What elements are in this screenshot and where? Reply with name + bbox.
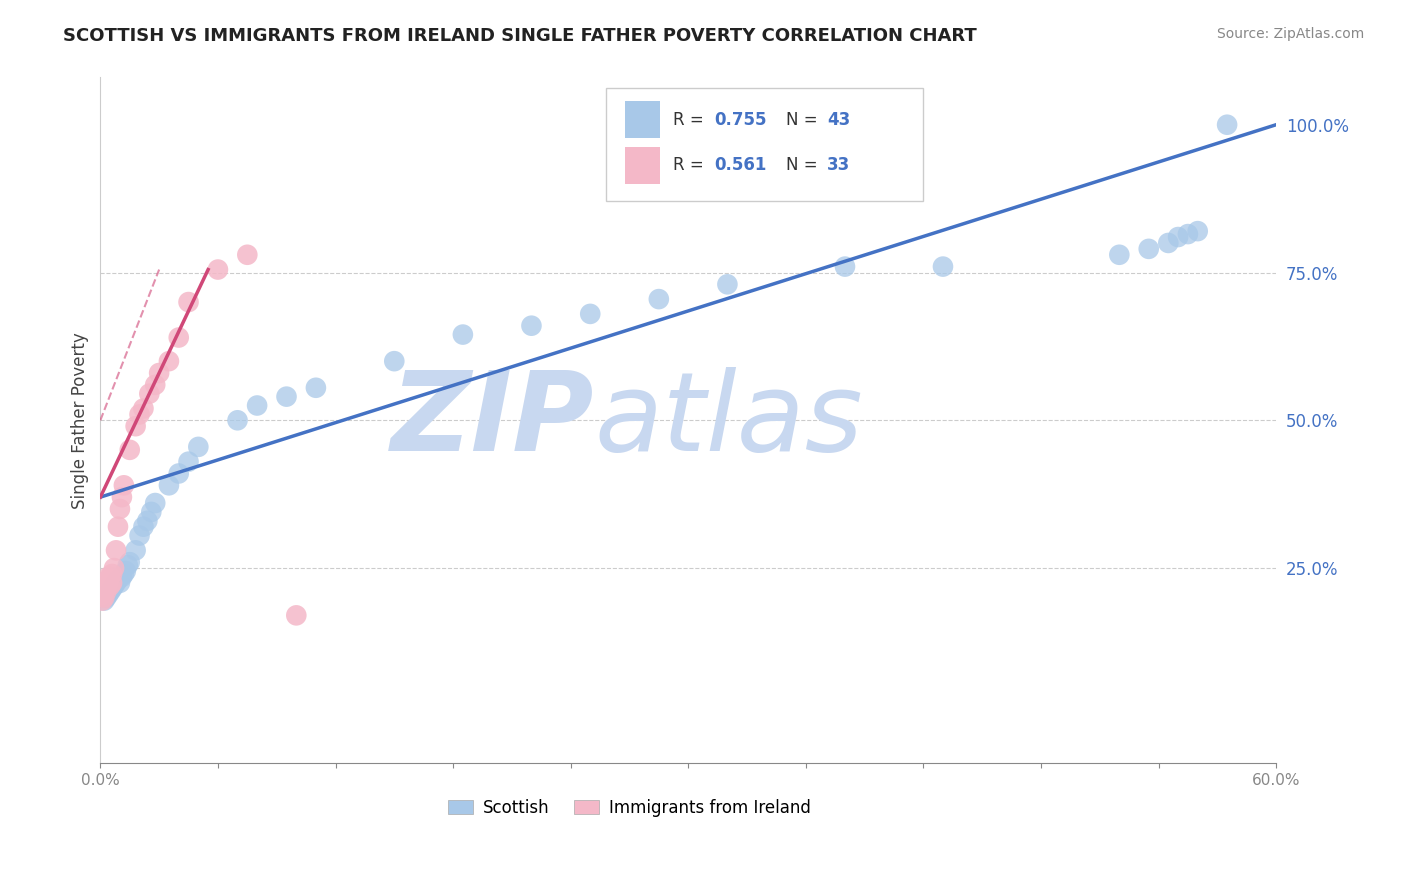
Point [236, 248, 259, 262]
Text: N =: N = [786, 156, 823, 174]
Point [226, 413, 249, 427]
Point [177, 455, 200, 469]
Point [834, 260, 856, 274]
Point [276, 390, 298, 404]
Point [1157, 235, 1180, 250]
Point [97, 575, 120, 590]
Point [1177, 227, 1199, 241]
Point [96, 584, 118, 599]
Point [136, 514, 159, 528]
Point [118, 442, 141, 457]
Point [103, 579, 125, 593]
Point [143, 377, 166, 392]
Point [112, 478, 135, 492]
Point [93, 591, 115, 605]
Text: 0.755: 0.755 [714, 111, 766, 129]
Point [101, 575, 124, 590]
Point [96, 579, 118, 593]
Point [138, 386, 160, 401]
FancyBboxPatch shape [606, 87, 924, 201]
Text: SCOTTISH VS IMMIGRANTS FROM IRELAND SINGLE FATHER POVERTY CORRELATION CHART: SCOTTISH VS IMMIGRANTS FROM IRELAND SING… [63, 27, 977, 45]
Point [177, 295, 200, 310]
Text: R =: R = [673, 156, 709, 174]
Point [114, 564, 136, 578]
Point [91, 593, 114, 607]
Point [1216, 118, 1239, 132]
Text: 43: 43 [827, 111, 851, 129]
Point [128, 528, 150, 542]
Text: ZIP: ZIP [391, 367, 595, 474]
Point [108, 502, 131, 516]
Point [382, 354, 405, 368]
Point [97, 570, 120, 584]
Point [101, 566, 124, 581]
Point [1187, 224, 1209, 238]
Point [111, 570, 134, 584]
Text: Source: ZipAtlas.com: Source: ZipAtlas.com [1216, 27, 1364, 41]
Point [579, 307, 602, 321]
Point [103, 561, 125, 575]
Text: R =: R = [673, 111, 709, 129]
Point [93, 584, 115, 599]
Legend: Scottish, Immigrants from Ireland: Scottish, Immigrants from Ireland [441, 792, 818, 823]
Point [105, 575, 128, 590]
Point [167, 467, 190, 481]
Point [97, 588, 120, 602]
Point [187, 440, 209, 454]
Point [101, 582, 124, 596]
Point [93, 575, 115, 590]
Point [132, 519, 155, 533]
Point [91, 588, 114, 602]
Point [143, 496, 166, 510]
Point [107, 573, 129, 587]
Text: N =: N = [786, 111, 823, 129]
Point [96, 591, 118, 605]
Point [157, 478, 180, 492]
Point [148, 366, 170, 380]
Point [124, 543, 146, 558]
Point [1167, 230, 1189, 244]
Point [167, 330, 190, 344]
Point [1108, 248, 1130, 262]
Point [93, 593, 115, 607]
Point [451, 327, 474, 342]
Point [105, 543, 128, 558]
Y-axis label: Single Father Poverty: Single Father Poverty [72, 332, 89, 508]
Text: 0.561: 0.561 [714, 156, 766, 174]
Point [520, 318, 543, 333]
Point [305, 381, 328, 395]
Point [716, 277, 738, 292]
Point [112, 566, 135, 581]
Point [132, 401, 155, 416]
FancyBboxPatch shape [624, 102, 659, 138]
FancyBboxPatch shape [624, 146, 659, 184]
Point [141, 505, 163, 519]
Point [1137, 242, 1160, 256]
Point [648, 292, 671, 306]
Point [932, 260, 955, 274]
Point [98, 570, 121, 584]
Point [246, 399, 269, 413]
Point [108, 575, 131, 590]
Point [285, 608, 308, 623]
Point [157, 354, 180, 368]
Point [111, 490, 134, 504]
Point [117, 558, 139, 573]
Point [98, 579, 121, 593]
Point [124, 419, 146, 434]
Point [98, 584, 121, 599]
Point [107, 519, 129, 533]
Point [91, 582, 114, 596]
Point [118, 555, 141, 569]
Point [207, 262, 229, 277]
Text: atlas: atlas [595, 367, 863, 474]
Point [128, 408, 150, 422]
Text: 33: 33 [827, 156, 851, 174]
